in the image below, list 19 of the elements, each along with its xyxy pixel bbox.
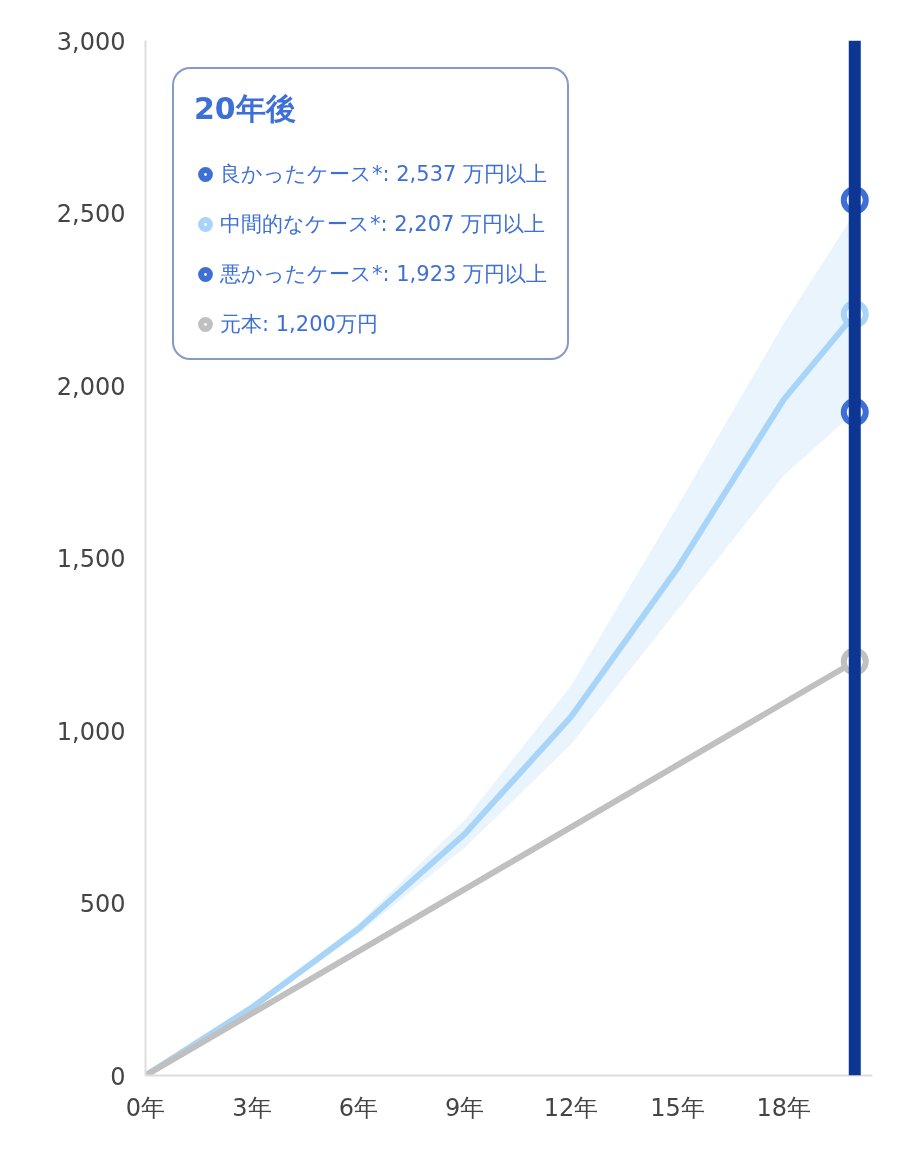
legend-label: 良かったケース*: 2,537 万円以上 xyxy=(220,161,548,188)
y-tick-label: 3,000 xyxy=(56,27,126,56)
y-tick-label: 0 xyxy=(110,1062,126,1091)
x-tick-label: 18年 xyxy=(756,1093,812,1122)
y-tick-label: 500 xyxy=(79,890,126,918)
y-tick-label: 1,500 xyxy=(56,545,126,573)
legend-title: 20年後 xyxy=(194,90,297,128)
x-tick-label: 3年 xyxy=(232,1093,272,1122)
y-tick-label: 2,500 xyxy=(56,200,126,228)
legend-label: 元本: 1,200万円 xyxy=(220,311,378,338)
legend-label: 中間的なケース*: 2,207 万円以上 xyxy=(220,211,546,238)
legend-label: 悪かったケース*: 1,923 万円以上 xyxy=(220,261,548,288)
x-tick-label: 9年 xyxy=(445,1093,485,1122)
x-tick-label: 6年 xyxy=(338,1093,378,1122)
y-tick-label: 1,000 xyxy=(56,717,126,746)
x-tick-label: 15年 xyxy=(650,1093,705,1122)
y-tick-label: 2,000 xyxy=(56,372,126,401)
x-tick-label: 12年 xyxy=(543,1093,599,1122)
x-tick-label: 0年 xyxy=(125,1093,166,1122)
